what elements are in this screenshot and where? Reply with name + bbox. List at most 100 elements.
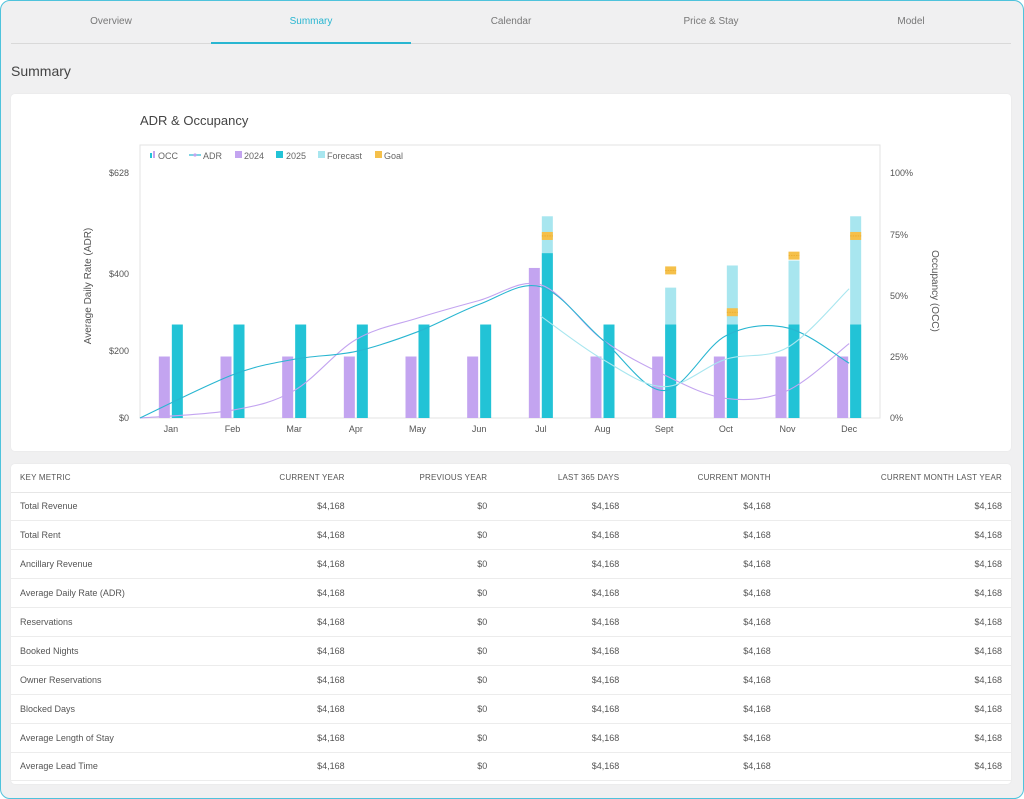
bar-2025[interactable] <box>665 324 677 418</box>
tab-calendar[interactable]: Calendar <box>490 16 532 27</box>
table-row[interactable]: Total Rent $4,168 $0 $4,168 $4,168 $4,168 <box>11 520 1011 551</box>
header-current-month[interactable]: CURRENT MONTH <box>628 464 780 493</box>
table-row[interactable]: Average Length of Stay $4,168 $0 $4,168 $4,1… <box>11 723 1011 753</box>
metric-value-cell: $0 <box>353 520 497 551</box>
bar-2024[interactable] <box>775 356 787 419</box>
metric-value-cell: $0 <box>353 665 497 695</box>
metric-value-cell: $4,168 <box>496 723 629 753</box>
metric-value-cell: $4,168 <box>496 694 629 724</box>
x-tick-label: Aug <box>594 424 610 434</box>
bar-2025[interactable] <box>541 253 553 418</box>
bar-2024[interactable] <box>467 356 479 419</box>
bar-2024[interactable] <box>837 356 849 419</box>
metric-value-cell: $4,168 <box>215 723 354 753</box>
x-tick-label: Jul <box>535 424 547 434</box>
legend-occ[interactable]: OCC <box>158 151 179 161</box>
table-row[interactable]: Average Daily Rate (ADR) $4,168 $0 $4,168 $4… <box>11 578 1011 609</box>
metric-value-cell: $4,168 <box>779 665 1011 695</box>
bar-series <box>158 216 862 419</box>
header-current-year[interactable]: CURRENT YEAR <box>215 464 354 493</box>
bar-2025[interactable] <box>726 324 738 418</box>
bar-2024[interactable] <box>282 356 294 419</box>
table-row[interactable]: Total Revenue $4,168 $0 $4,168 $4,168 $4,168 <box>11 492 1011 522</box>
legend-2025[interactable]: 2025 <box>286 151 306 161</box>
metric-value-cell: $4,168 <box>628 752 780 782</box>
x-tick-label: Dec <box>841 424 858 434</box>
header-previous-year[interactable]: PREVIOUS YEAR <box>353 464 497 493</box>
bar-2024[interactable] <box>652 356 664 419</box>
chart-legend[interactable]: OCC ADR 2024 2025 Forecast Goal <box>150 151 403 161</box>
bar-2025[interactable] <box>171 324 183 418</box>
legend-occ-icon[interactable] <box>150 153 152 158</box>
table-header-row: KEY METRIC CURRENT YEAR PREVIOUS YEAR LA… <box>11 464 1011 493</box>
metric-value-cell: $4,168 <box>215 665 354 695</box>
adr-2025-line[interactable] <box>139 285 850 419</box>
metrics-table-card: KEY METRIC CURRENT YEAR PREVIOUS YEAR LA… <box>11 464 1011 784</box>
bar-2025[interactable] <box>480 324 492 418</box>
x-tick-label: Feb <box>225 424 241 434</box>
tab-model[interactable]: Model <box>897 16 925 27</box>
metric-value-cell: $4,168 <box>779 752 1011 782</box>
bar-2025[interactable] <box>295 324 307 418</box>
y-left-tick: $200 <box>109 346 129 356</box>
table-row[interactable]: Reservations $4,168 $0 $4,168 $4,168 $4,168 <box>11 607 1011 637</box>
y-right-tick: 25% <box>890 352 908 362</box>
bar-2024[interactable] <box>528 267 540 418</box>
metric-value-cell: $4,168 <box>779 520 1011 551</box>
bar-2024[interactable] <box>343 356 355 419</box>
metric-value-cell: $4,168 <box>496 520 629 551</box>
table-row[interactable]: Booked Nights $4,168 $0 $4,168 $4,168 $4,168 <box>11 636 1011 666</box>
bar-2024[interactable] <box>158 356 170 419</box>
tab-summary[interactable]: Summary <box>211 1 411 44</box>
metric-value-cell: $4,168 <box>215 492 354 522</box>
bar-forecast[interactable] <box>850 216 862 418</box>
bar-2024[interactable] <box>405 356 417 419</box>
metric-value-cell: $0 <box>353 636 497 666</box>
legend-2025-icon <box>276 151 283 158</box>
header-current-month-last-year[interactable]: CURRENT MONTH LAST YEAR <box>779 464 1011 493</box>
bar-2024[interactable] <box>713 356 725 419</box>
bar-2024[interactable] <box>220 356 232 419</box>
adr-occupancy-chart: OCC ADR 2024 2025 Forecast Goal Average … <box>83 144 940 434</box>
y-left-axis-label: Average Daily Rate (ADR) <box>83 228 94 345</box>
adr-2024-line[interactable] <box>139 282 850 419</box>
header-last-365-days[interactable]: LAST 365 DAYS <box>496 464 629 493</box>
bar-2024[interactable] <box>590 356 602 419</box>
table-row[interactable]: Average Lead Time $4,168 $0 $4,168 $4,168 $4,… <box>11 752 1011 782</box>
metric-value-cell: $4,168 <box>628 492 780 522</box>
adr-forecast-line[interactable] <box>540 288 850 388</box>
metrics-table: KEY METRIC CURRENT YEAR PREVIOUS YEAR LA… <box>11 464 1011 782</box>
bar-2025[interactable] <box>356 324 368 418</box>
header-key-metric[interactable]: KEY METRIC <box>11 464 216 493</box>
tab-bar: Overview Summary Calendar Price & Stay M… <box>11 1 1011 44</box>
legend-adr-icon-dot <box>193 153 197 157</box>
legend-occ-icon-b <box>153 151 155 158</box>
metric-value-cell: $4,168 <box>628 607 780 637</box>
metric-value-cell: $0 <box>353 549 497 580</box>
y-right-tick: 50% <box>890 291 908 301</box>
table-row[interactable]: Blocked Days $4,168 $0 $4,168 $4,168 $4,168 <box>11 694 1011 724</box>
metric-name-cell: Total Revenue <box>11 492 216 522</box>
tab-price-stay[interactable]: Price & Stay <box>683 16 739 27</box>
bar-2025[interactable] <box>418 324 430 418</box>
legend-2024[interactable]: 2024 <box>244 151 264 161</box>
tab-overview[interactable]: Overview <box>90 16 132 27</box>
bar-2025[interactable] <box>233 324 245 418</box>
bar-2025[interactable] <box>603 324 615 418</box>
chart-title: ADR & Occupancy <box>140 113 249 128</box>
legend-adr[interactable]: ADR <box>203 151 223 161</box>
y-right-tick: 75% <box>890 230 908 240</box>
bar-2025[interactable] <box>788 324 800 418</box>
table-row[interactable]: Owner Reservations $4,168 $0 $4,168 $4,168 $4… <box>11 665 1011 695</box>
adr-lines <box>139 282 850 419</box>
y-right-tick: 100% <box>890 168 913 178</box>
plot-frame <box>139 144 881 419</box>
metric-value-cell: $4,168 <box>628 549 780 580</box>
legend-goal[interactable]: Goal <box>384 151 403 161</box>
legend-2024-icon <box>235 151 242 158</box>
metric-value-cell: $4,168 <box>496 752 629 782</box>
legend-forecast[interactable]: Forecast <box>327 151 363 161</box>
metric-value-cell: $4,168 <box>496 636 629 666</box>
table-row[interactable]: Ancillary Revenue $4,168 $0 $4,168 $4,168 $4,… <box>11 549 1011 580</box>
bar-2025[interactable] <box>850 324 862 418</box>
